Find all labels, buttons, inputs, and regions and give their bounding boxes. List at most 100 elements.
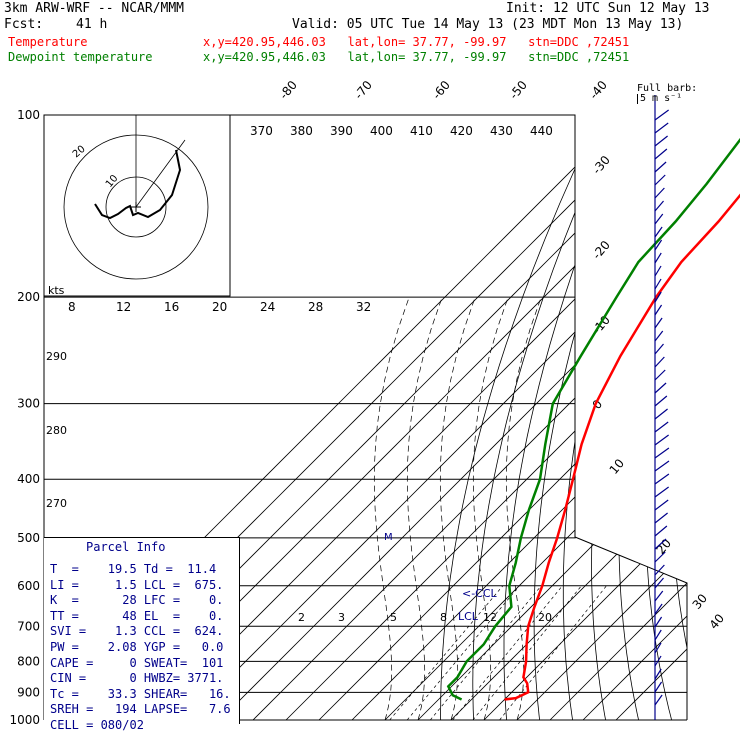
wind-barb	[654, 590, 664, 602]
parcel-row-cape: CAPE = 0 SWEAT= 101	[50, 655, 224, 670]
wind-barb	[654, 382, 667, 394]
wind-barb	[654, 343, 664, 355]
mixing-ratio-line	[452, 585, 563, 720]
isotherm-line	[450, 115, 687, 720]
dry-adiabat	[562, 115, 669, 720]
mixing-ratio-label: 12	[483, 611, 497, 624]
theta-e-label: 440	[530, 124, 553, 138]
isotherm-line	[417, 115, 687, 720]
wind-barb	[654, 200, 664, 212]
wind-barb	[654, 525, 668, 537]
temperature-legend: Temperature	[8, 35, 88, 49]
dry-adiabat	[472, 115, 618, 720]
isotherm-label: -70	[352, 78, 375, 102]
temperature-profile	[504, 193, 740, 701]
isotherm-line	[153, 115, 687, 720]
isotherm-line	[318, 115, 687, 720]
wind-barb	[654, 395, 668, 407]
pressure-tick-label: 100	[17, 108, 40, 122]
wind-barb	[654, 499, 669, 511]
mixing-ratio-label: 2	[298, 611, 305, 624]
full-barb-value: 5 m s⁻¹	[637, 94, 697, 104]
ccl-marker: <-CCL	[462, 587, 498, 600]
isotherm-label: 30	[690, 591, 711, 612]
wind-barb	[654, 252, 662, 264]
isotherm-label: 40	[707, 611, 728, 632]
isotherm-label: -50	[507, 78, 530, 102]
speed-scale-label: 12	[116, 300, 131, 314]
mixing-ratio-line	[406, 585, 520, 720]
theta-e-label: 400	[370, 124, 393, 138]
mixing-ratio-line	[430, 585, 542, 720]
parcel-row-svi: SVI = 1.3 CCL = 624.	[50, 624, 224, 639]
hodograph-units-label: kts	[48, 284, 65, 297]
theta-e-label: 390	[330, 124, 353, 138]
wind-barb	[654, 694, 663, 706]
wind-barb	[654, 317, 663, 329]
speed-scale-label: 28	[308, 300, 323, 314]
wind-barb	[654, 187, 665, 199]
isotherm-line	[219, 115, 687, 720]
dewpoint-location: x,y=420.95,446.03 lat,lon= 37.77, -99.97…	[203, 50, 630, 64]
parcel-row-t: T = 19.5 Td = 11.4	[50, 562, 217, 576]
theta-e-label: 380	[290, 124, 313, 138]
pressure-tick-label: 800	[17, 654, 40, 668]
pressure-tick-label: 300	[17, 397, 40, 411]
left-theta-label: 280	[46, 424, 67, 437]
theta-e-label: 420	[450, 124, 473, 138]
parcel-row-cin: CIN = 0 HWBZ= 3771.	[50, 671, 224, 686]
wind-barb	[654, 278, 662, 290]
full-barb-label: Full barb:	[637, 83, 698, 94]
pressure-tick-label: 600	[17, 579, 40, 593]
wind-barb	[654, 135, 668, 147]
mixing-ratio-label: 8	[440, 611, 447, 624]
wind-barb	[654, 486, 669, 498]
wind-barb	[654, 629, 662, 641]
wind-barb	[654, 265, 662, 277]
isotherm-line	[582, 115, 687, 720]
mixing-ratio-label: 20	[538, 611, 552, 624]
wind-barb	[654, 122, 669, 134]
isotherm-label: -30	[590, 153, 613, 177]
dry-adiabat	[671, 115, 687, 720]
moist-adiabat	[505, 296, 542, 720]
mixing-ratio-line	[499, 585, 607, 720]
left-theta-label: 290	[46, 350, 67, 363]
parcel-row-tc: Tc = 33.3 SHEAR= 16.	[50, 686, 231, 701]
wind-barb	[654, 291, 662, 303]
isotherm-line	[384, 115, 687, 720]
parcel-row-pw: PW = 2.08 YGP = 0.0	[50, 640, 224, 654]
moist-adiabat	[472, 296, 509, 720]
model-title: 3km ARW-WRF -- NCAR/MMM	[4, 1, 185, 16]
parcel-row-sreh: SREH = 194 LAPSE= 7.6	[50, 702, 231, 717]
wind-barb	[654, 538, 667, 550]
pressure-tick-label: 1000	[9, 713, 40, 727]
isotherm-label: -20	[590, 238, 613, 262]
wind-barb	[654, 603, 663, 615]
dry-adiabat	[591, 115, 686, 720]
wind-barb	[654, 356, 665, 368]
isotherm-label: -40	[587, 78, 610, 102]
parcel-info-title: Parcel Info	[86, 540, 166, 554]
wind-barb	[654, 564, 665, 576]
pressure-tick-label: 900	[17, 685, 40, 699]
wind-barb	[654, 369, 666, 381]
wind-barb	[654, 161, 667, 173]
isotherm-line	[549, 115, 687, 720]
wind-barb	[654, 668, 662, 680]
wind-barb	[654, 577, 664, 589]
isotherm-line	[252, 115, 687, 720]
mixing-ratio-label: 3	[338, 611, 345, 624]
hodograph-trace	[94, 149, 182, 220]
wind-barb	[654, 239, 663, 251]
storm-motion-marker	[131, 202, 141, 212]
isotherm-label: -80	[277, 78, 300, 102]
speed-scale-label: 32	[356, 300, 371, 314]
theta-e-label: 410	[410, 124, 433, 138]
theta-e-label: 370	[250, 124, 273, 138]
wind-barb	[654, 460, 670, 472]
wind-barb	[654, 447, 670, 459]
pressure-tick-label: 200	[17, 290, 40, 304]
dry-adiabat	[503, 115, 635, 720]
